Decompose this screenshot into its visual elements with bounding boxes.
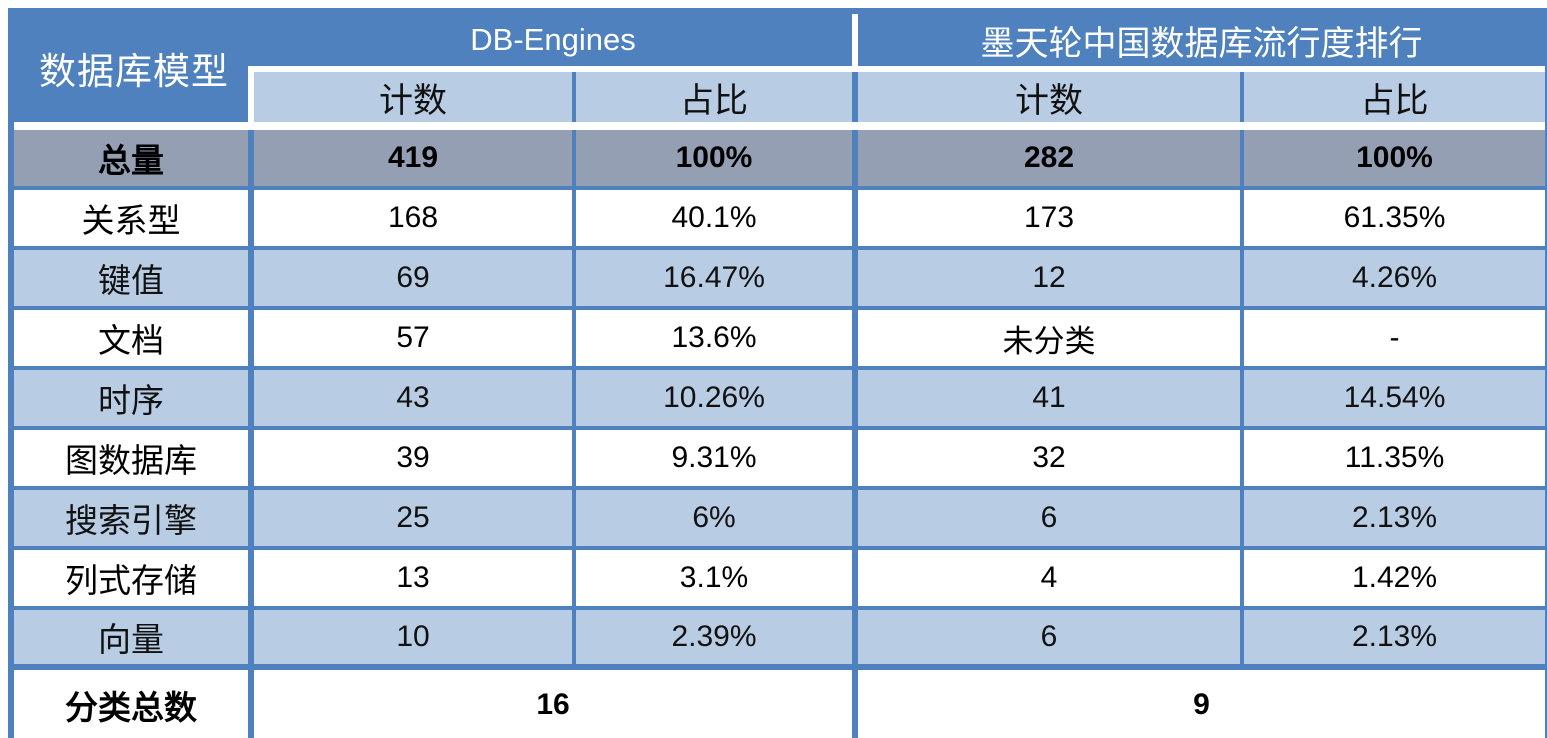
cell-value: 16.47% (576, 250, 852, 306)
cell-category-total-mtl: 9 (858, 670, 1545, 738)
row-label-total: 总量 (14, 130, 248, 186)
cell-value: 10.26% (576, 370, 852, 426)
cell-value-unclassified: 未分类 (858, 310, 1240, 366)
cell-value: - (1244, 310, 1545, 366)
cell-value: 6 (858, 610, 1240, 664)
cell-value: 25 (254, 490, 572, 546)
corner-header-database-model: 数据库模型 (14, 14, 254, 122)
cell-value: 4.26% (1244, 250, 1545, 306)
cell-value: 6 (858, 490, 1240, 546)
cell-value: 2.13% (1244, 610, 1545, 664)
header-white-gap-horizontal (254, 66, 1545, 72)
cell-total-db-count: 419 (254, 130, 572, 186)
cell-value: 3.1% (576, 550, 852, 606)
col-header-mtl-count: 计数 (858, 72, 1240, 122)
col-header-db-count: 计数 (254, 72, 572, 122)
cell-total-mtl-count: 282 (858, 130, 1240, 186)
row-label: 搜索引擎 (14, 490, 248, 546)
cell-value: 9.31% (576, 430, 852, 486)
column-group-db-engines: DB-Engines (254, 14, 852, 66)
database-model-comparison-table: 数据库模型 DB-Engines 墨天轮中国数据库流行度排行 计数 占比 计数 … (8, 8, 1547, 738)
cell-value: 57 (254, 310, 572, 366)
cell-value: 40.1% (576, 190, 852, 246)
cell-value: 4 (858, 550, 1240, 606)
cell-value: 12 (858, 250, 1240, 306)
row-label-category-total: 分类总数 (14, 670, 248, 738)
cell-value: 2.13% (1244, 490, 1545, 546)
cell-value: 39 (254, 430, 572, 486)
cell-category-total-db: 16 (254, 670, 852, 738)
col-header-mtl-share: 占比 (1244, 72, 1545, 122)
cell-value: 1.42% (1244, 550, 1545, 606)
row-label: 图数据库 (14, 430, 248, 486)
cell-total-mtl-share: 100% (1244, 130, 1545, 186)
row-label: 文档 (14, 310, 248, 366)
header-white-gap-vertical (248, 66, 254, 122)
cell-value: 14.54% (1244, 370, 1545, 426)
cell-value: 13 (254, 550, 572, 606)
header-white-gap-groups (852, 14, 858, 66)
row-label: 列式存储 (14, 550, 248, 606)
cell-value: 69 (254, 250, 572, 306)
cell-value: 6% (576, 490, 852, 546)
cell-value: 11.35% (1244, 430, 1545, 486)
row-label: 向量 (14, 610, 248, 664)
column-group-motianlun: 墨天轮中国数据库流行度排行 (858, 14, 1545, 66)
row-label: 键值 (14, 250, 248, 306)
cell-value: 168 (254, 190, 572, 246)
cell-value: 32 (858, 430, 1240, 486)
cell-value: 13.6% (576, 310, 852, 366)
cell-value: 43 (254, 370, 572, 426)
cell-value: 173 (858, 190, 1240, 246)
cell-total-db-share: 100% (576, 130, 852, 186)
row-label: 关系型 (14, 190, 248, 246)
col-header-db-share: 占比 (576, 72, 852, 122)
row-label: 时序 (14, 370, 248, 426)
cell-value: 10 (254, 610, 572, 664)
cell-value: 41 (858, 370, 1240, 426)
header-body-separator (14, 122, 1545, 130)
cell-value: 61.35% (1244, 190, 1545, 246)
cell-value: 2.39% (576, 610, 852, 664)
